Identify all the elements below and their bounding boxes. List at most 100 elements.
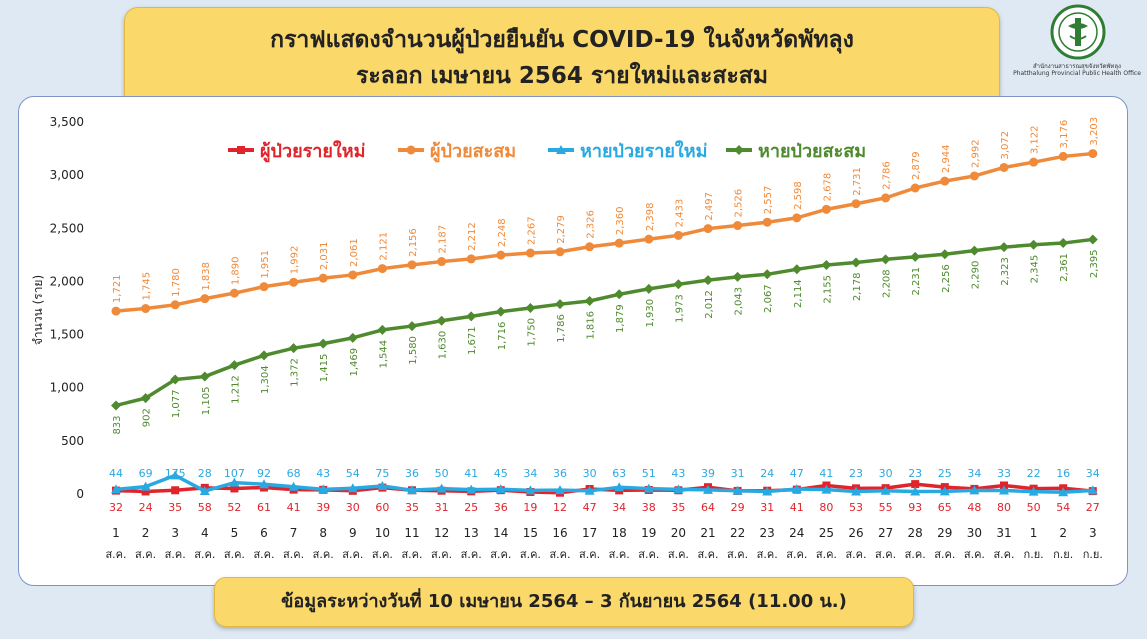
- public-health-office-seal-icon: [1050, 4, 1106, 60]
- x-tick-day: 8: [319, 526, 327, 540]
- data-point: [673, 484, 684, 494]
- data-label: 2,497: [704, 192, 715, 221]
- data-label: 47: [583, 501, 597, 514]
- data-label: 2,208: [882, 269, 893, 298]
- x-tick-day: 9: [349, 526, 357, 540]
- data-label: 1,890: [230, 256, 241, 285]
- data-label: 2,398: [645, 202, 656, 231]
- data-point: [999, 485, 1009, 495]
- data-point: [525, 248, 535, 258]
- data-label: 53: [849, 501, 863, 514]
- data-point: [732, 485, 743, 495]
- data-label: 2,326: [586, 210, 597, 239]
- x-tick-day: 20: [671, 526, 686, 540]
- data-point: [347, 483, 358, 493]
- series-line: [115, 473, 1093, 495]
- data-point: [237, 146, 245, 154]
- data-label: 23: [849, 467, 863, 480]
- data-label: 2,156: [408, 228, 419, 257]
- data-point: [643, 283, 654, 294]
- data-label: 2,212: [467, 222, 478, 251]
- data-label: 1,721: [112, 274, 123, 303]
- data-label: 31: [731, 467, 745, 480]
- data-label: 1,973: [674, 294, 685, 323]
- data-point: [673, 279, 684, 290]
- logo-caption-thai: สำนักงานสาธารณสุขจังหวัดพัทลุง: [1033, 63, 1121, 70]
- data-point: [1028, 486, 1039, 496]
- x-tick-month: ส.ค.: [757, 548, 778, 561]
- x-tick-day: 26: [848, 526, 863, 540]
- data-point: [347, 332, 358, 343]
- y-tick-label: 0: [76, 487, 84, 501]
- data-label: 45: [494, 467, 508, 480]
- y-tick-label: 500: [61, 434, 84, 448]
- data-point: [792, 213, 802, 223]
- data-point: [495, 484, 506, 494]
- x-tick-day: 17: [582, 526, 597, 540]
- data-label: 41: [819, 467, 833, 480]
- data-label: 3,122: [1030, 126, 1041, 155]
- data-point: [1029, 157, 1039, 167]
- data-point: [1087, 234, 1098, 245]
- data-label: 2,248: [497, 218, 508, 247]
- data-label: 25: [938, 467, 952, 480]
- data-label: 1,469: [349, 348, 360, 377]
- data-point: [377, 264, 387, 274]
- data-label: 1,580: [408, 336, 419, 365]
- data-point: [525, 303, 536, 313]
- data-point: [821, 484, 832, 494]
- x-tick-month: ส.ค.: [342, 548, 363, 561]
- data-label: 1,415: [319, 354, 330, 383]
- y-tick-label: 2,000: [50, 274, 84, 288]
- data-label: 65: [938, 501, 952, 514]
- data-label: 2,187: [438, 225, 449, 254]
- data-label: 2,290: [970, 261, 981, 290]
- x-tick-month: ส.ค.: [520, 548, 541, 561]
- data-point: [318, 338, 329, 349]
- x-tick-day: 14: [493, 526, 508, 540]
- data-label: 2,121: [378, 232, 389, 261]
- data-label: 1,304: [260, 365, 271, 394]
- data-point: [436, 483, 447, 493]
- data-point: [851, 257, 861, 268]
- data-label: 36: [553, 467, 567, 480]
- data-label: 58: [198, 501, 212, 514]
- chart-title-line1: กราฟแสดงจำนวนผู้ป่วยยืนยัน COVID-19 ในจั…: [270, 27, 854, 53]
- data-point: [1058, 151, 1068, 161]
- y-tick-label: 1,000: [50, 381, 84, 395]
- x-tick-day: 30: [967, 526, 982, 540]
- x-tick-day: 4: [201, 526, 209, 540]
- data-label: 2,992: [970, 139, 981, 168]
- data-label: 1,780: [171, 268, 182, 297]
- data-label: 3,176: [1059, 120, 1070, 149]
- data-label: 2,323: [1000, 257, 1011, 286]
- x-tick-month: ก.ย.: [1024, 548, 1044, 561]
- data-point: [733, 221, 743, 231]
- data-label: 12: [553, 501, 567, 514]
- data-point: [288, 343, 299, 354]
- data-point: [111, 400, 121, 411]
- x-tick-month: ส.ค.: [934, 548, 955, 561]
- x-tick-day: 7: [290, 526, 298, 540]
- x-tick-month: ส.ค.: [313, 548, 334, 561]
- y-tick-label: 3,500: [50, 115, 84, 129]
- data-label: 54: [1056, 501, 1070, 514]
- data-point: [584, 485, 595, 495]
- x-tick-month: ส.ค.: [372, 548, 393, 561]
- data-label: 1,992: [290, 246, 301, 275]
- data-label: 34: [1086, 467, 1100, 480]
- data-point: [496, 250, 506, 260]
- data-label: 2,526: [734, 189, 745, 218]
- data-point: [229, 288, 239, 298]
- x-tick-day: 28: [908, 526, 923, 540]
- data-label: 48: [967, 501, 981, 514]
- data-label: 41: [287, 501, 301, 514]
- data-point: [791, 484, 802, 494]
- data-point: [318, 484, 329, 494]
- data-point: [969, 171, 979, 181]
- x-tick-month: ส.ค.: [993, 548, 1014, 561]
- x-tick-month: ก.ย.: [1083, 548, 1103, 561]
- data-point: [999, 242, 1009, 253]
- data-point: [703, 224, 713, 234]
- x-tick-day: 12: [434, 526, 449, 540]
